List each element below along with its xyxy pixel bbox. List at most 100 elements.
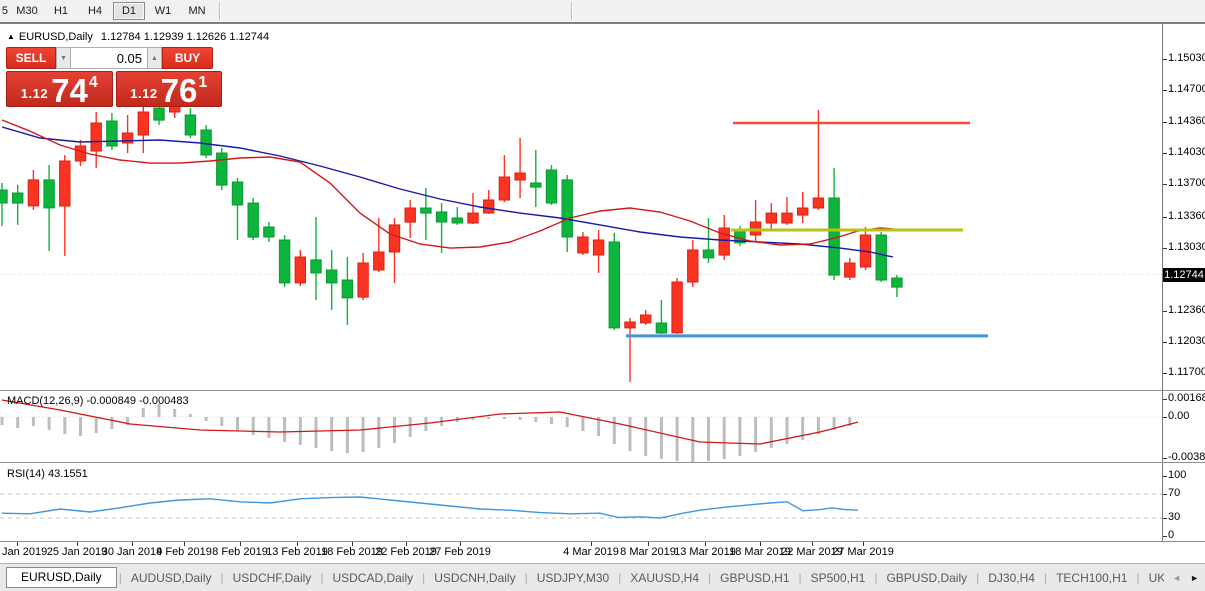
symbol-tab-USDCAD-Daily[interactable]: USDCAD,Daily xyxy=(332,570,414,585)
date-axis-border xyxy=(0,541,1205,542)
timeframe-button-H4[interactable]: H4 xyxy=(87,5,103,17)
symbol-tab-USDCNH-Daily[interactable]: USDCNH,Daily xyxy=(434,570,516,585)
candle xyxy=(326,269,338,284)
date-axis-tick xyxy=(760,542,761,546)
candle xyxy=(483,199,495,214)
candle xyxy=(310,259,322,274)
macd-signal-line xyxy=(1,399,859,445)
macd-axis-label: 0.00 xyxy=(1168,410,1190,422)
symbol-tab-SP500-H1[interactable]: SP500,H1 xyxy=(810,570,866,585)
axis-tick xyxy=(1163,122,1167,123)
date-axis-label: 22 Feb 2019 xyxy=(375,546,437,558)
timeframe-button-W1[interactable]: W1 xyxy=(154,5,172,17)
tab-separator: | xyxy=(874,570,878,585)
tab-separator: | xyxy=(220,570,224,585)
price-axis-border xyxy=(1162,24,1163,542)
timeframe-button-M30[interactable]: M30 xyxy=(16,5,38,17)
candle xyxy=(624,321,636,329)
candle xyxy=(891,277,903,288)
candle xyxy=(530,182,542,188)
tab-separator: | xyxy=(976,570,980,585)
rsi-indicator-label: RSI(14) 43.1551 xyxy=(7,468,88,480)
axis-tick xyxy=(1163,373,1167,374)
candle xyxy=(797,207,809,216)
current-bid-price-tag: 1.12744 xyxy=(1163,268,1205,282)
symbol-tab-GBPUSD-H1[interactable]: GBPUSD,H1 xyxy=(720,570,790,585)
candle xyxy=(373,251,385,271)
axis-tick xyxy=(1163,311,1167,312)
date-axis-label: 18 Mar 2019 xyxy=(729,546,791,558)
date-axis-tick xyxy=(648,542,649,546)
timeframe-button-D1[interactable]: D1 xyxy=(113,2,145,20)
timeframe-button-H1[interactable]: H1 xyxy=(53,5,69,17)
macd-axis-label: -0.00388 xyxy=(1168,451,1205,463)
candle xyxy=(278,239,291,284)
buy-price-box[interactable]: 1.12 76 1 xyxy=(115,71,222,107)
symbol-tab-AUDUSD-Daily[interactable]: AUDUSD,Daily xyxy=(130,570,212,585)
date-axis-label: 13 Mar 2019 xyxy=(674,546,736,558)
symbol-tab-GBPUSD-Daily[interactable]: GBPUSD,Daily xyxy=(886,570,968,585)
date-axis-label: 13 Feb 2019 xyxy=(266,546,328,558)
symbol-tab-USDJPY-M30[interactable]: USDJPY,M30 xyxy=(536,570,610,585)
date-axis-label: 30 Jan 2019 xyxy=(101,546,163,558)
symbol-tab-DJ30-H4[interactable]: DJ30,H4 xyxy=(988,570,1035,585)
rsi-axis-label: 70 xyxy=(1168,487,1181,499)
symbol-tab-USDCHF-Daily[interactable]: USDCHF,Daily xyxy=(232,570,312,585)
axis-tick xyxy=(1163,536,1167,537)
sell-price-box[interactable]: 1.12 74 4 xyxy=(6,71,113,107)
candle xyxy=(671,281,683,334)
symbol-tab-XAUUSD-H4[interactable]: XAUUSD,H4 xyxy=(630,570,700,585)
timeframe-toolbar: 5 M30 H1 H4 D1 W1 MN xyxy=(0,0,1205,24)
volume-input[interactable]: 0.05 xyxy=(71,47,147,69)
price-axis-label: 1.14030 xyxy=(1168,146,1205,158)
candle xyxy=(106,120,118,147)
axis-tick xyxy=(1163,494,1167,495)
scroll-tabs-right-icon[interactable]: ► xyxy=(1190,573,1199,583)
candle xyxy=(153,107,165,121)
toolbar-separator xyxy=(571,2,573,20)
tab-separator: | xyxy=(118,570,122,585)
symbol-tab-EURUSD-Daily[interactable]: EURUSD,Daily xyxy=(6,567,117,588)
timeframe-button-partial[interactable]: 5 xyxy=(1,5,8,17)
timeframe-button-MN[interactable]: MN xyxy=(188,5,206,17)
scroll-tabs-left-icon[interactable]: ◄ xyxy=(1172,573,1182,583)
candle xyxy=(12,192,24,204)
volume-increase-button[interactable]: ▲ xyxy=(147,47,162,69)
date-axis-tick xyxy=(77,542,78,546)
axis-tick xyxy=(1163,476,1167,477)
sell-button[interactable]: SELL xyxy=(6,47,56,69)
date-axis-tick xyxy=(705,542,706,546)
candlestick-series xyxy=(0,95,903,382)
buy-price-point: 1 xyxy=(198,74,208,91)
candle xyxy=(0,189,8,204)
candle xyxy=(514,172,526,181)
axis-tick xyxy=(1163,399,1167,400)
candle xyxy=(27,179,40,207)
price-axis-label: 1.11700 xyxy=(1168,366,1205,378)
candle xyxy=(608,241,620,329)
rsi-splitter[interactable] xyxy=(0,462,1205,463)
date-axis-label: 27 Feb 2019 xyxy=(429,546,491,558)
date-axis-tick xyxy=(406,542,407,546)
price-axis-label: 1.15030 xyxy=(1168,52,1205,64)
axis-tick xyxy=(1163,417,1167,418)
date-axis-label: 4 Mar 2019 xyxy=(563,546,619,558)
volume-decrease-button[interactable]: ▼ xyxy=(56,47,71,69)
candle xyxy=(592,239,605,256)
tab-separator: | xyxy=(708,570,712,585)
candle xyxy=(467,212,479,224)
candle xyxy=(702,249,715,259)
one-click-collapse-icon[interactable]: ▲ xyxy=(7,32,15,41)
candle xyxy=(74,145,87,162)
candle xyxy=(781,212,793,224)
candle xyxy=(577,236,589,254)
axis-tick xyxy=(1163,217,1167,218)
tab-separator: | xyxy=(618,570,622,585)
symbol-tab-TECH100-H1[interactable]: TECH100,H1 xyxy=(1056,570,1128,585)
ma-slow-line-blue xyxy=(1,126,894,258)
candle xyxy=(435,211,448,223)
buy-button[interactable]: BUY xyxy=(162,47,213,69)
chart-title: ▲ EURUSD,Daily 1.12784 1.12939 1.12626 1.1… xyxy=(7,31,269,43)
macd-splitter[interactable] xyxy=(0,390,1205,391)
